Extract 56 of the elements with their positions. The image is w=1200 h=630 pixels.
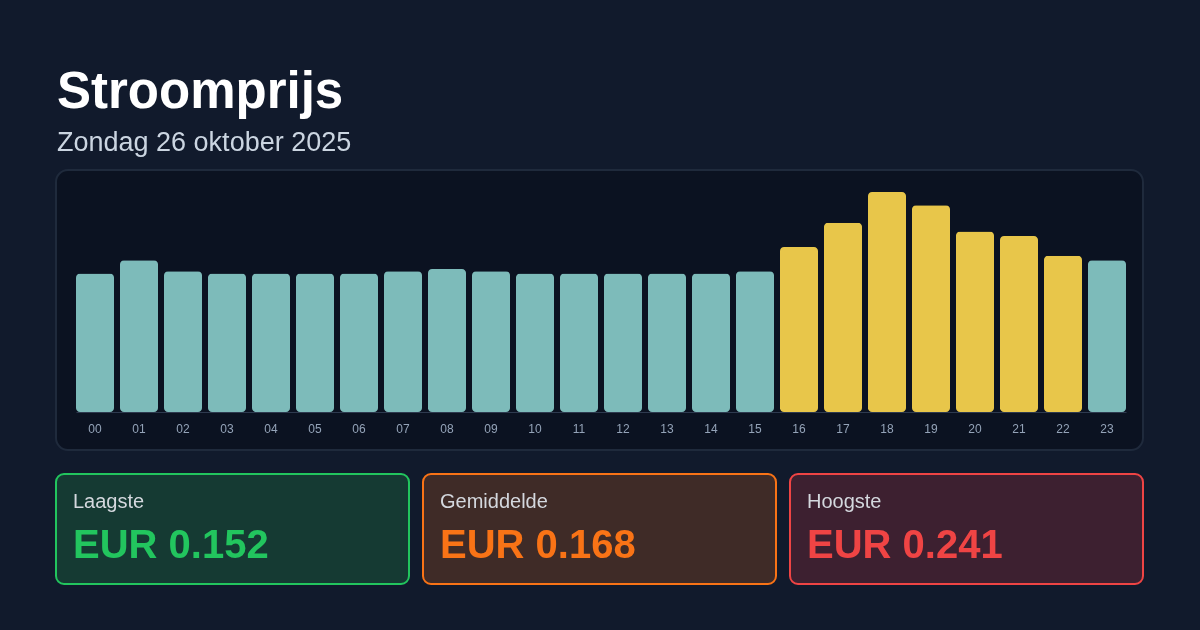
bar: [252, 273, 291, 412]
bar: [867, 192, 906, 412]
x-tick-label: 08: [440, 421, 454, 436]
bar: [1043, 255, 1082, 412]
x-tick-label: 15: [748, 421, 762, 436]
bar: [999, 236, 1038, 412]
bar: [603, 273, 643, 412]
bar: [911, 205, 950, 412]
x-tick-label: 20: [968, 421, 982, 436]
x-tick-label: 16: [792, 421, 806, 436]
bar: [471, 271, 511, 412]
x-tick-label: 18: [880, 421, 894, 436]
bar: [559, 273, 599, 412]
bar: [691, 273, 731, 412]
text: EUR 0.168: [440, 522, 636, 566]
x-tick-label: 04: [264, 421, 278, 436]
x-tick-label: 11: [572, 421, 586, 436]
bar: [1087, 260, 1126, 412]
x-tick-label: 23: [1100, 421, 1114, 436]
bar: [340, 273, 379, 412]
x-tick-label: 17: [836, 421, 850, 436]
x-tick-label: 03: [220, 421, 234, 436]
x-tick-label: 09: [484, 421, 498, 436]
x-tick-label: 01: [132, 421, 146, 436]
x-tick-label: 13: [660, 421, 674, 436]
bar: [427, 269, 467, 412]
x-tick-label: 12: [616, 421, 630, 436]
text: EUR 0.152: [73, 522, 269, 566]
x-tick-label: 05: [308, 421, 322, 436]
x-tick-label: 10: [528, 421, 542, 436]
bar: [164, 271, 203, 412]
bar: [76, 273, 115, 412]
bar: [384, 271, 423, 412]
x-tick-label: 06: [352, 421, 366, 436]
x-tick-label: 02: [176, 421, 190, 436]
x-tick-label: 07: [396, 421, 410, 436]
chart-title: Stroomprijs: [57, 62, 344, 119]
chart-subtitle: Zondag 26 oktober 2025: [57, 127, 352, 157]
bar: [120, 260, 159, 412]
x-tick-label: 19: [924, 421, 938, 436]
bar: [955, 231, 994, 412]
bar: [296, 273, 335, 412]
text: EUR 0.241: [807, 522, 1003, 566]
bar: [779, 247, 818, 412]
bar: [823, 222, 862, 412]
x-tick-label: 14: [704, 421, 718, 436]
bar: [647, 273, 687, 412]
text: Hoogste: [807, 490, 882, 512]
bar: [735, 271, 775, 412]
x-tick-label: 22: [1056, 421, 1070, 436]
bar: [208, 273, 247, 412]
text: Gemiddelde: [440, 490, 548, 512]
x-tick-label: 00: [88, 421, 102, 436]
bar: [515, 273, 555, 412]
x-tick-label: 21: [1012, 421, 1026, 436]
text: Laagste: [73, 490, 145, 512]
